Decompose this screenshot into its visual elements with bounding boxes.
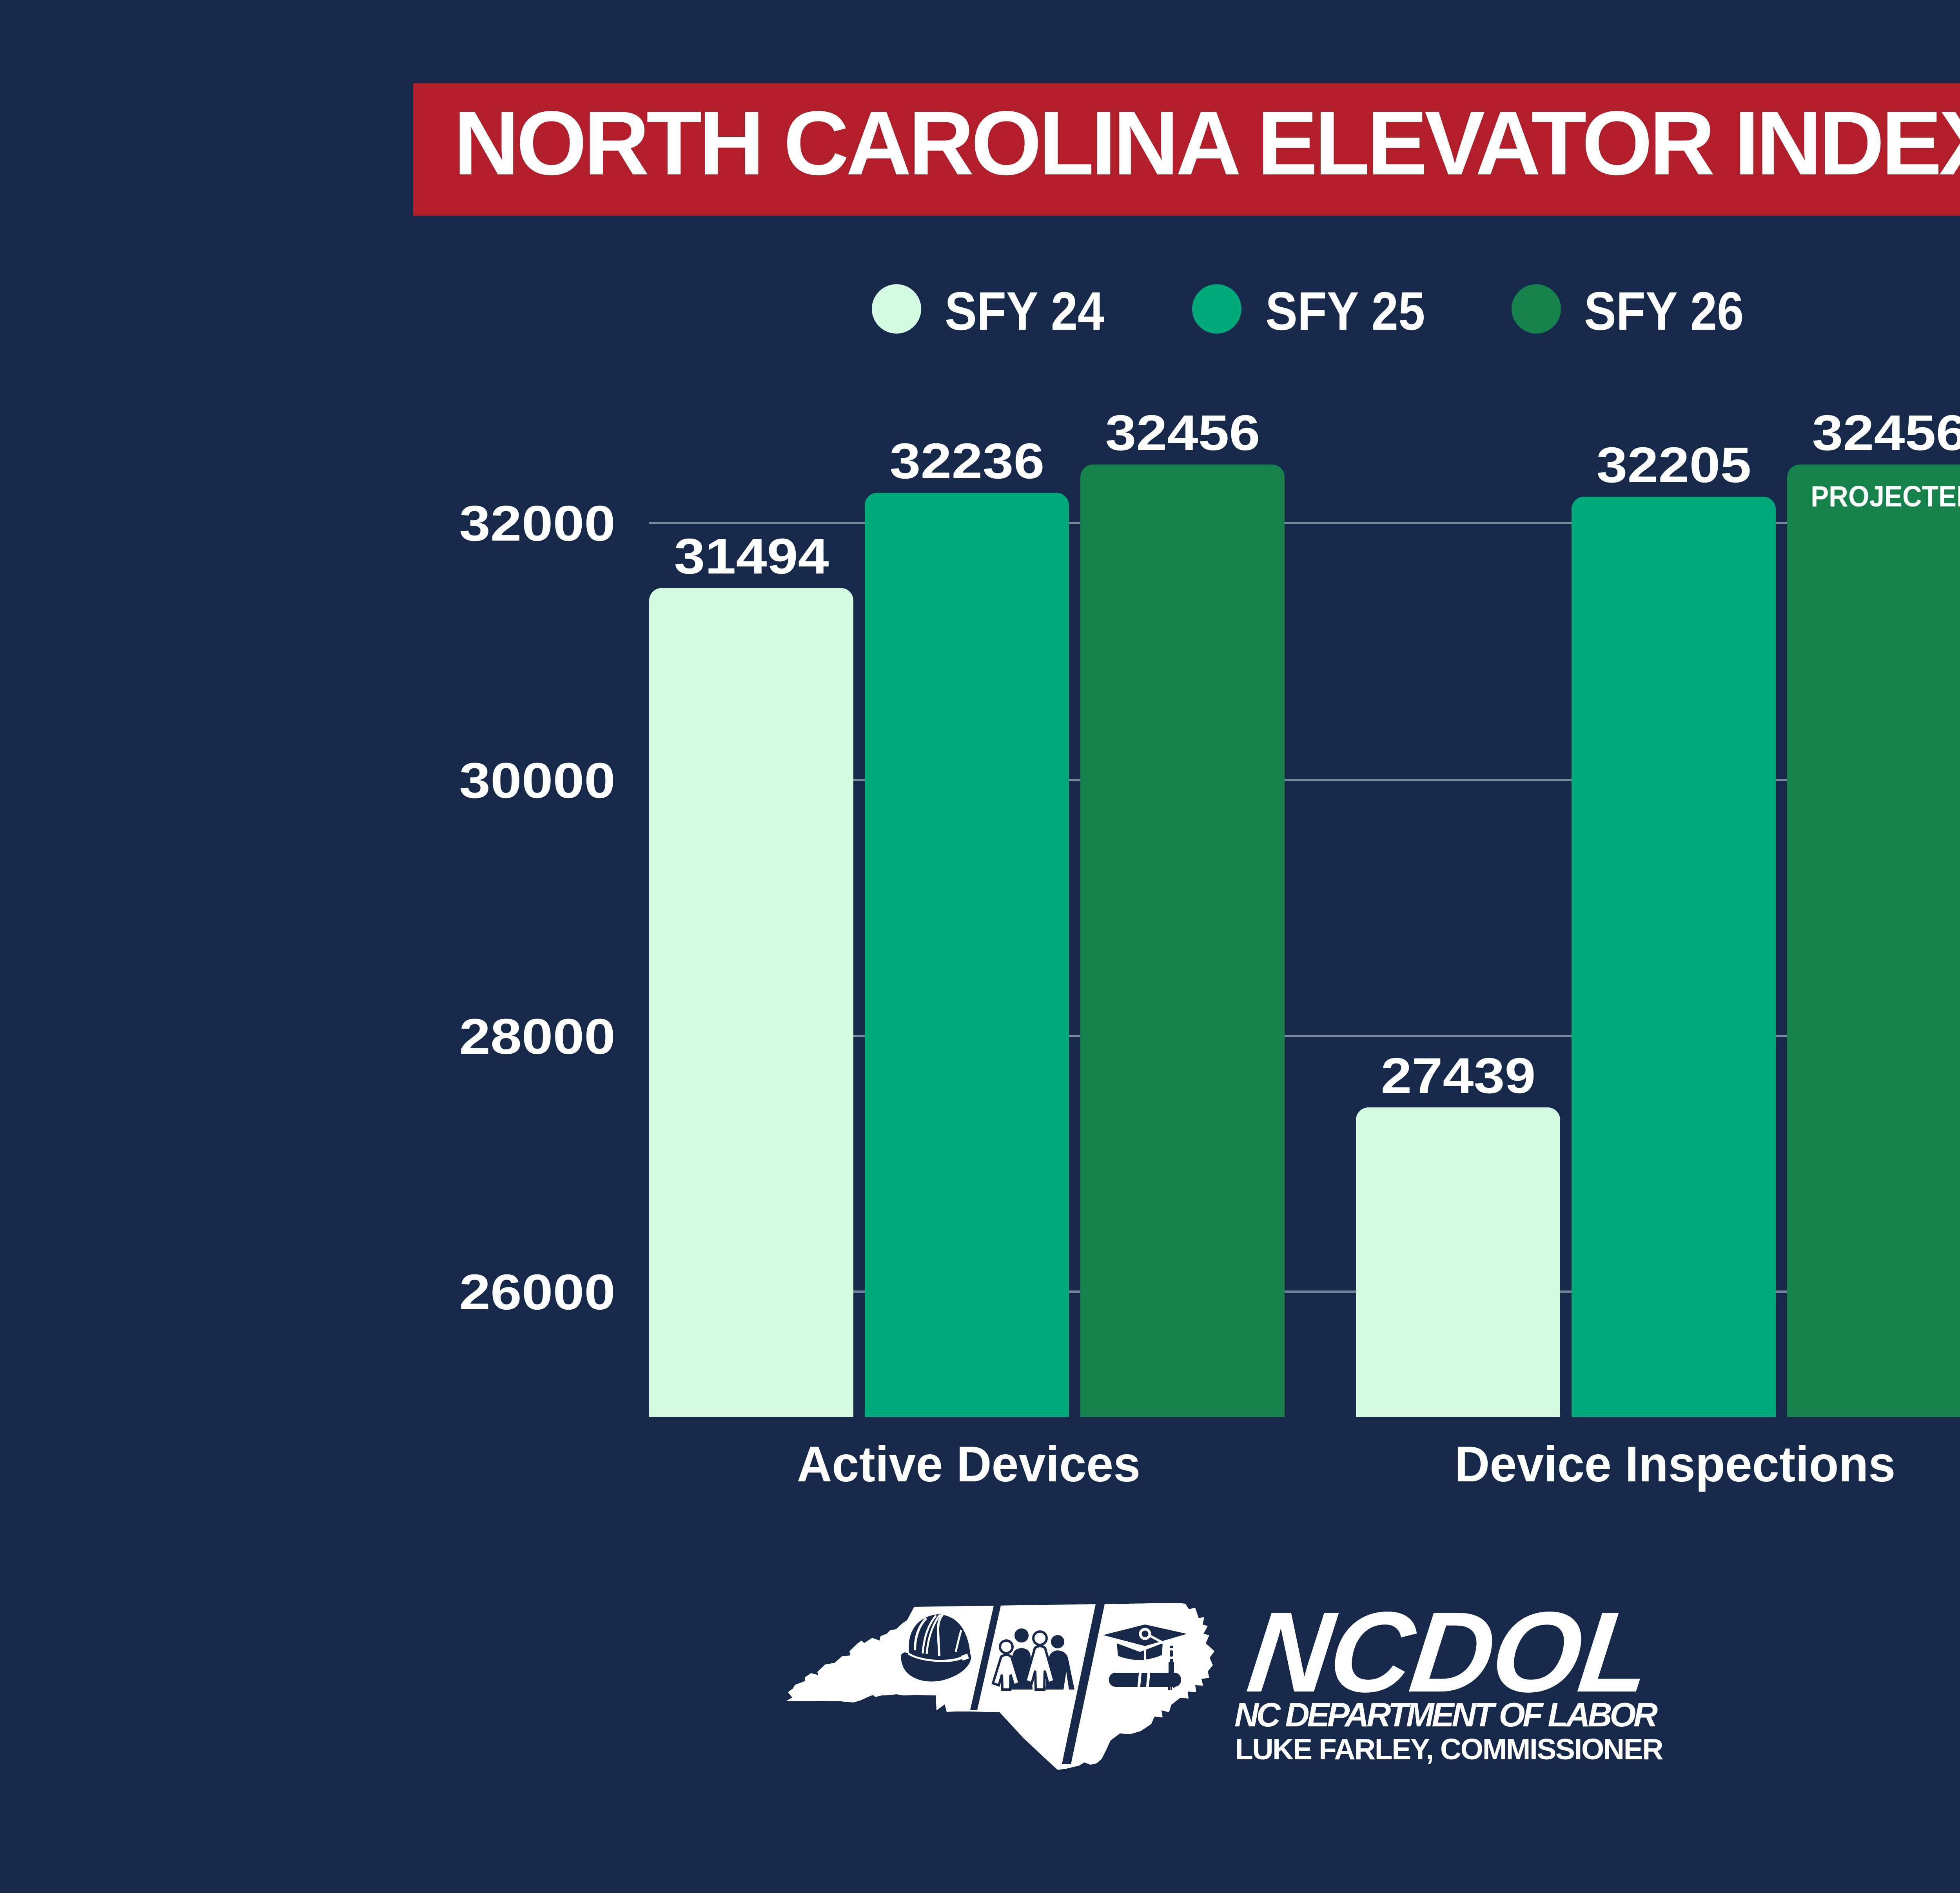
svg-text:LUKE FARLEY, COMMISSIONER: LUKE FARLEY, COMMISSIONER [1235,1733,1663,1766]
svg-text:NC DEPARTMENT OF LABOR: NC DEPARTMENT OF LABOR [1234,1696,1658,1734]
svg-text:NCDOL: NCDOL [1241,1599,1656,1716]
